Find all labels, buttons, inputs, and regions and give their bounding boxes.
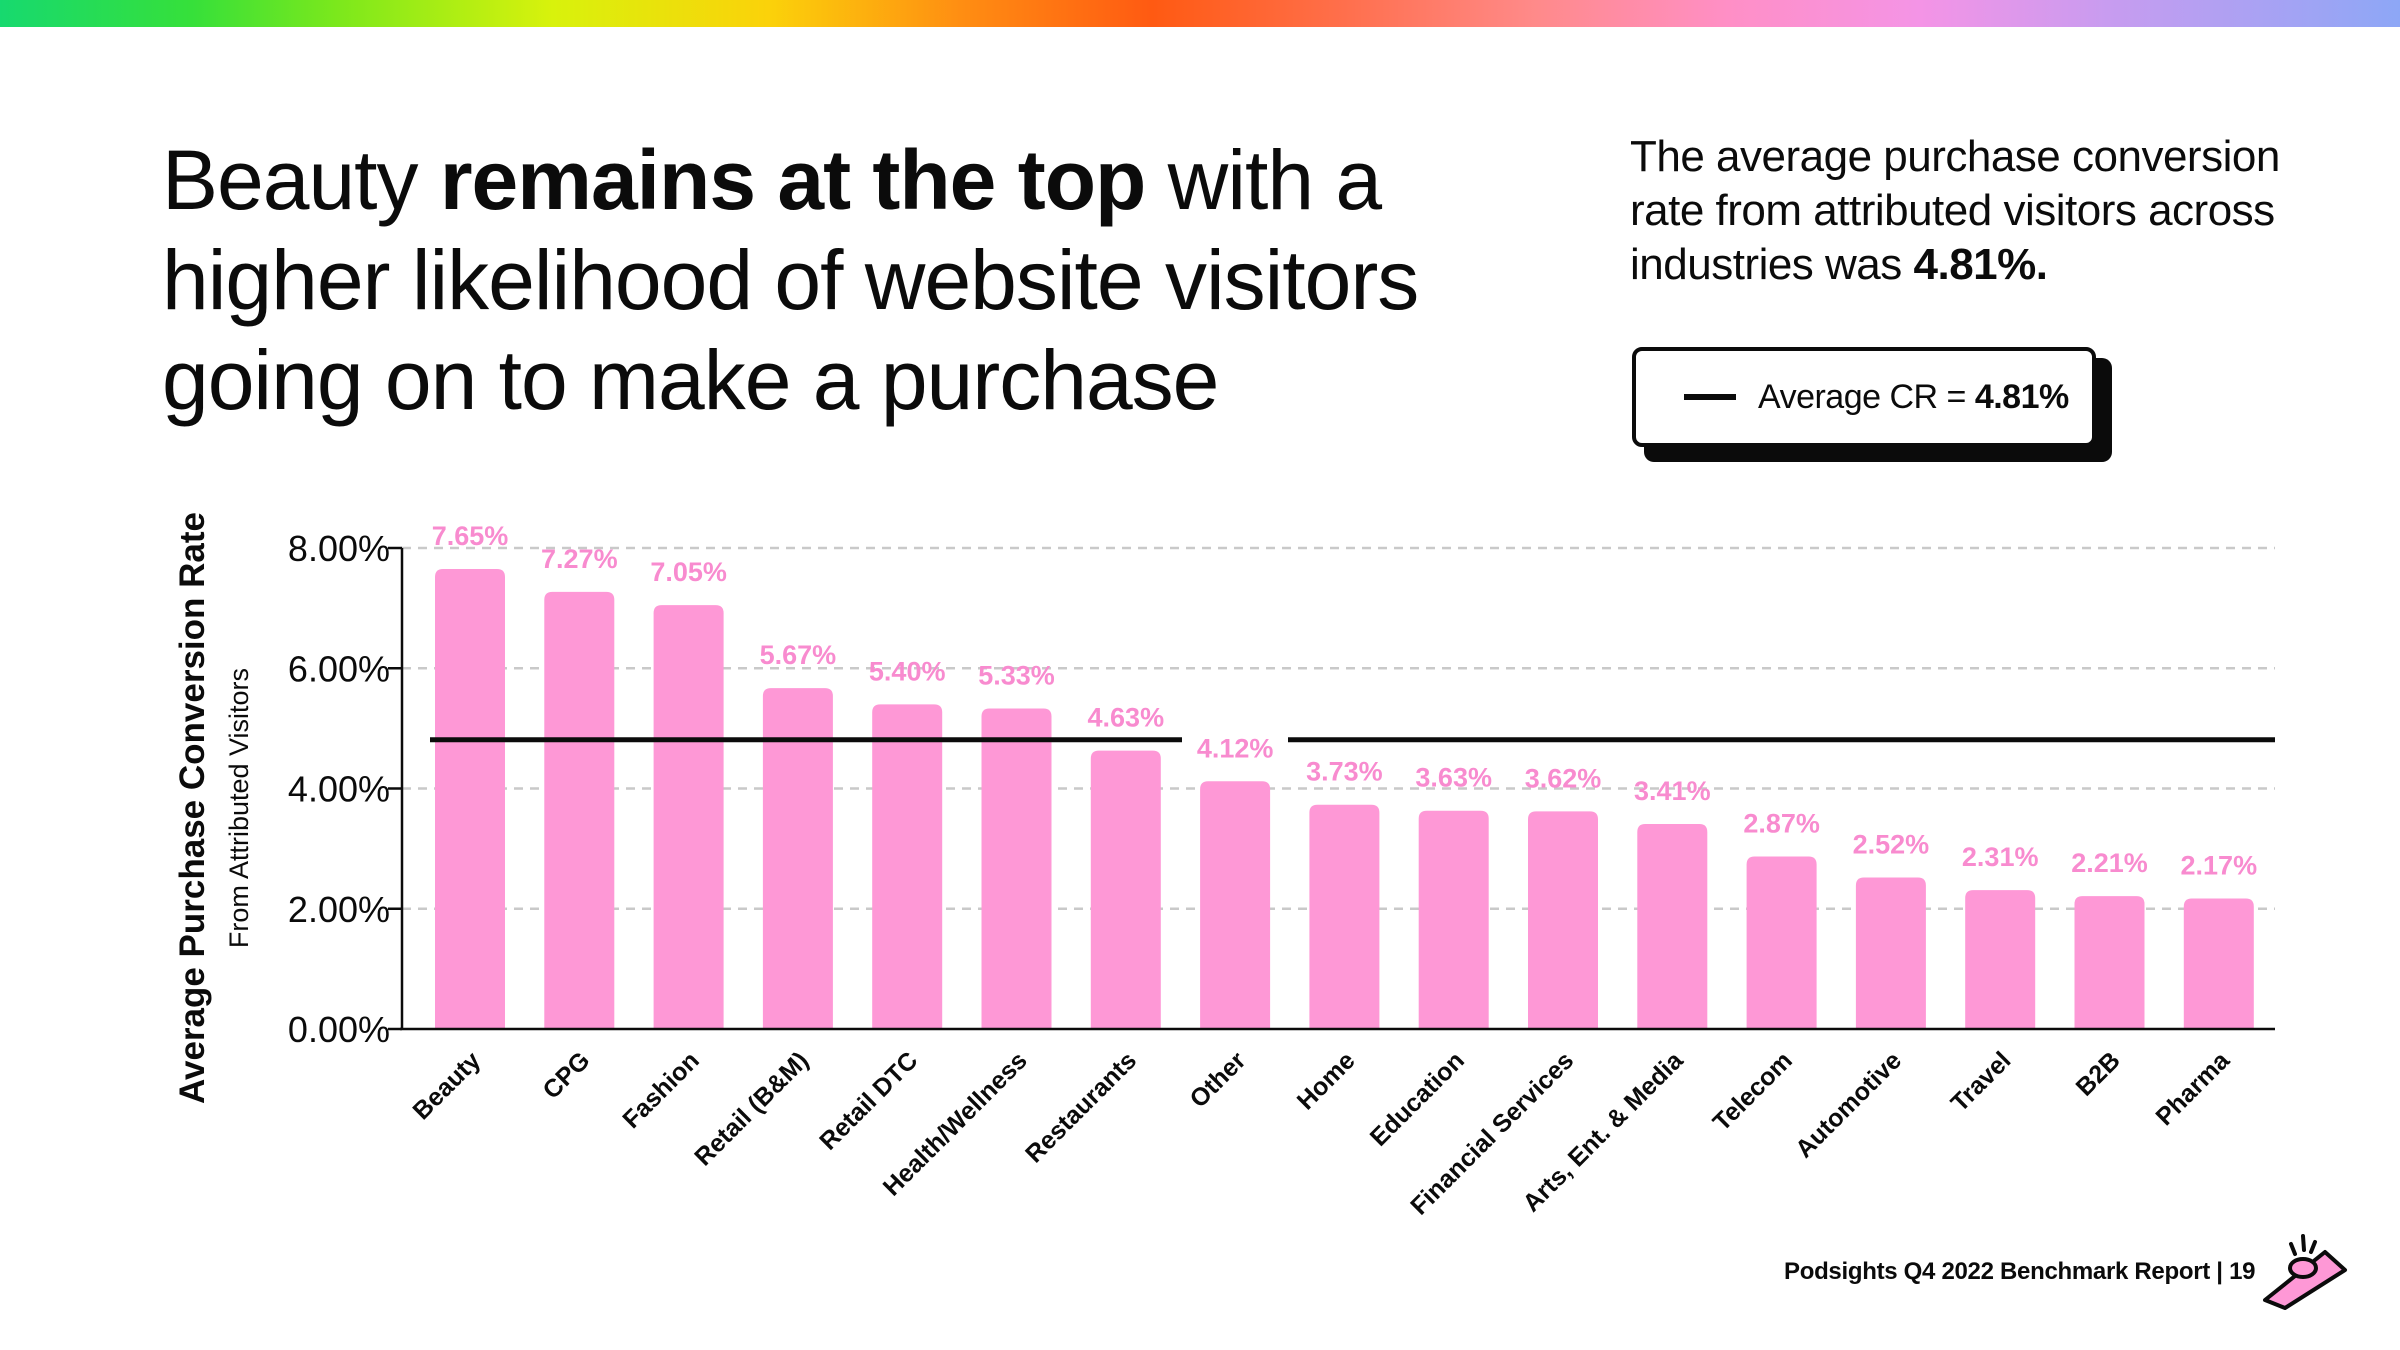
- x-tick-label: Other: [1184, 1046, 1251, 1113]
- bars: [435, 569, 2254, 1029]
- y-axis-subtitle: From Attributed Visitors: [224, 668, 254, 948]
- value-label: 2.31%: [1962, 842, 2039, 872]
- bar: [1418, 810, 1489, 1029]
- legend-label-text: Average CR =: [1758, 377, 1975, 416]
- bar: [872, 704, 943, 1029]
- value-label: 3.63%: [1415, 763, 1492, 793]
- value-label: 5.40%: [869, 656, 946, 686]
- title-text-bold: remains at the top: [439, 133, 1146, 227]
- title-text-1: Beauty: [162, 133, 440, 227]
- microphone-logo-icon: [2263, 1234, 2347, 1310]
- x-tick-label: Restaurants: [1020, 1046, 1142, 1168]
- bar: [1200, 781, 1271, 1029]
- x-tick-label: Home: [1292, 1046, 1361, 1115]
- y-tick-label: 0.00%: [288, 1009, 390, 1050]
- value-label: 2.87%: [1743, 808, 1820, 838]
- bar: [981, 708, 1052, 1029]
- rainbow-banner: [0, 0, 2400, 27]
- bar: [1528, 811, 1598, 1029]
- footer-text: Podsights Q4 2022 Benchmark Report | 19: [1784, 1258, 2256, 1285]
- value-label: 3.41%: [1634, 776, 1711, 806]
- value-label: 7.65%: [432, 521, 509, 551]
- x-tick-label: Pharma: [2150, 1046, 2235, 1131]
- legend-line-swatch: [1684, 394, 1736, 400]
- bar: [762, 688, 833, 1029]
- value-label: 3.62%: [1525, 763, 1602, 793]
- bar: [653, 605, 724, 1029]
- x-tick-label: Travel: [1946, 1046, 2017, 1117]
- summary-text: The average purchase conversion rate fro…: [1630, 130, 2350, 292]
- bar: [1090, 750, 1161, 1029]
- page-title: Beauty remains at the top with a higher …: [162, 130, 1562, 430]
- value-label: 5.33%: [978, 661, 1055, 691]
- summary-body: The average purchase conversion rate fro…: [1630, 132, 2280, 289]
- value-label: 7.27%: [541, 544, 618, 574]
- summary-value: 4.81%.: [1913, 240, 2048, 289]
- value-label: 3.73%: [1306, 757, 1383, 787]
- bar: [1637, 823, 1708, 1029]
- y-tick-label: 6.00%: [288, 648, 390, 689]
- bar: [435, 569, 505, 1029]
- title-text-2: with a higher likelihood of website visi…: [162, 133, 1419, 427]
- y-tick-label: 2.00%: [288, 889, 390, 930]
- value-labels: 7.65% 7.27% 7.05% 5.67% 5.40% 5.33% 4.63% 4.12%…: [432, 521, 2257, 880]
- x-tick-label: Retail (B&M): [689, 1046, 814, 1171]
- x-tick-label: CPG: [537, 1046, 595, 1104]
- x-tick-label: B2B: [2071, 1046, 2126, 1101]
- value-label: 4.12%: [1197, 733, 1274, 763]
- x-tick-label: Education: [1365, 1046, 1470, 1151]
- bar: [1746, 856, 1817, 1029]
- value-label: 4.63%: [1088, 703, 1165, 733]
- bar: [1855, 877, 1926, 1029]
- bar: [544, 591, 615, 1029]
- y-tick-label: 8.00%: [288, 528, 390, 569]
- value-label: 2.17%: [2181, 851, 2258, 881]
- bar: [1965, 890, 2036, 1029]
- y-tick-label: 4.00%: [288, 769, 390, 810]
- x-tick-label: Retail DTC: [814, 1046, 923, 1155]
- x-tick-label: Beauty: [407, 1046, 486, 1125]
- value-label: 2.21%: [2071, 848, 2148, 878]
- bar: [2074, 896, 2145, 1029]
- x-tick-label: Automotive: [1790, 1046, 1907, 1163]
- y-axis-ticks: 0.00% 2.00% 4.00% 6.00% 8.00%: [288, 528, 402, 1050]
- x-tick-label: Telecom: [1708, 1046, 1798, 1136]
- y-axis-title: Average Purchase Conversion Rate: [173, 512, 212, 1104]
- value-label: 5.67%: [760, 640, 837, 670]
- legend-label: Average CR = 4.81%: [1758, 378, 2069, 417]
- bar: [1309, 804, 1380, 1029]
- x-tick-label: Fashion: [617, 1046, 705, 1134]
- legend-box: Average CR = 4.81%: [1632, 347, 2096, 447]
- legend-value: 4.81%: [1974, 377, 2069, 416]
- bar: [2183, 898, 2254, 1029]
- value-label: 7.05%: [650, 557, 727, 587]
- value-label: 2.52%: [1853, 829, 1930, 859]
